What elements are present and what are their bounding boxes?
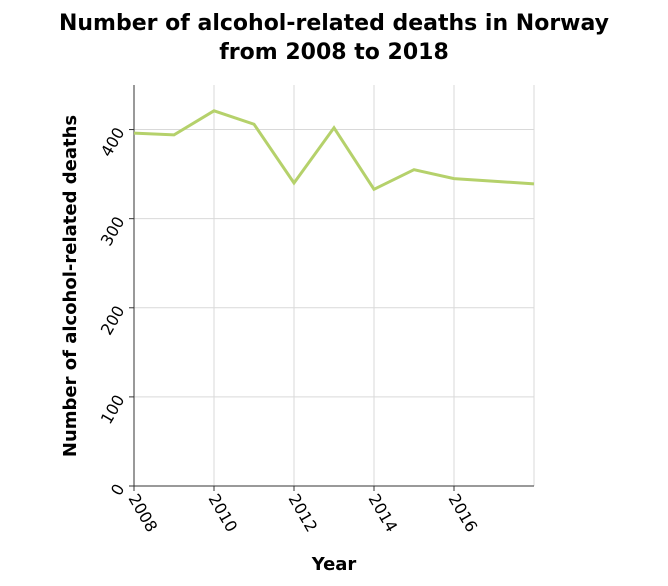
series-group — [133, 109, 535, 192]
x-tick-label: 2016 — [445, 491, 482, 536]
grid-lines — [133, 85, 535, 487]
chart-title-line-2: from 2008 to 2018 — [219, 40, 449, 65]
x-tick-label: 2014 — [365, 491, 402, 536]
y-tick-label: 100 — [97, 391, 129, 427]
x-tick-label: 2010 — [205, 491, 242, 536]
axis-ticks: 2008 2010 2012 2014 2016 0 100 200 300 400 — [97, 124, 482, 535]
y-tick-label: 300 — [97, 213, 129, 249]
series-line — [133, 109, 535, 192]
y-tick-label: 400 — [97, 124, 129, 160]
chart-title-line-1: Number of alcohol-related deaths in Norw… — [59, 11, 609, 36]
x-tick-label: 2008 — [125, 491, 162, 536]
y-tick-label: 0 — [107, 481, 129, 499]
x-tick-label: 2012 — [285, 491, 322, 536]
y-axis-label: Number of alcohol-related deaths — [60, 115, 81, 457]
y-tick-label: 200 — [97, 302, 129, 338]
x-axis-label: Year — [311, 554, 357, 575]
